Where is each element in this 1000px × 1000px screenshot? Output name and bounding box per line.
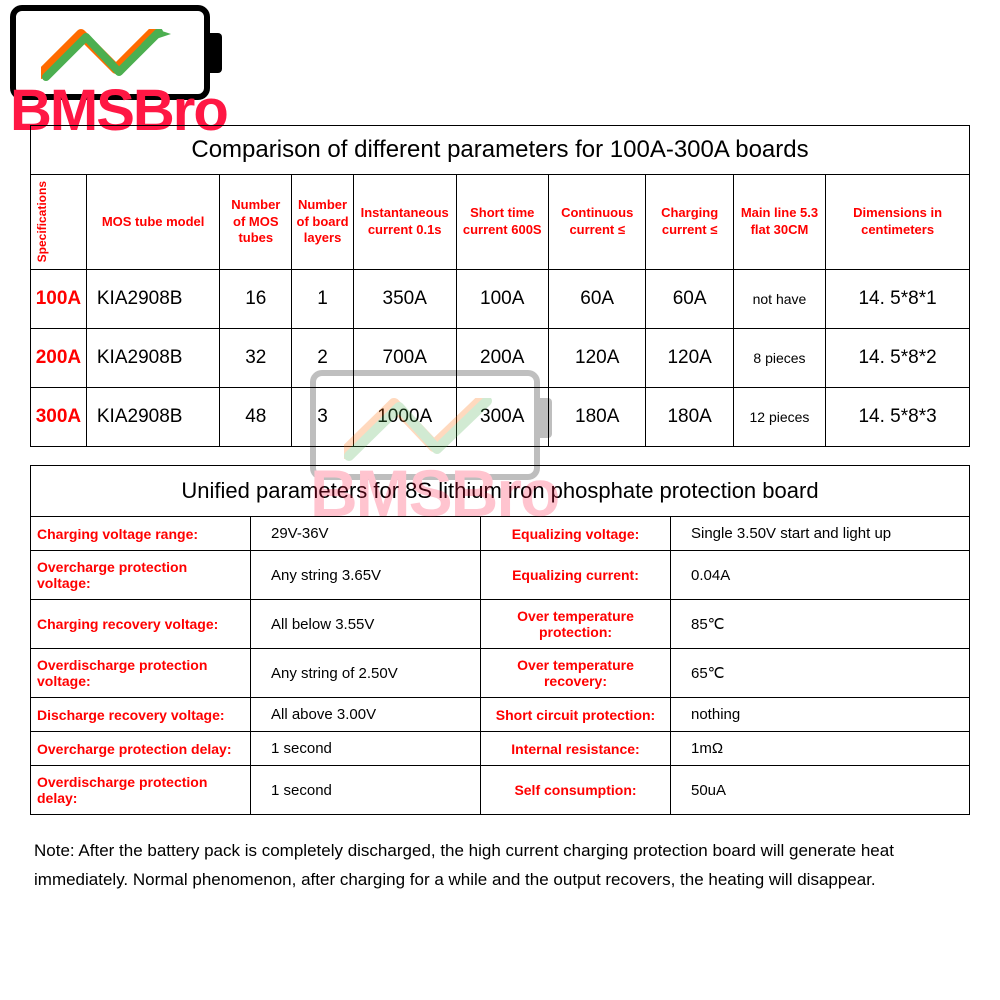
param-label: Internal resistance: <box>481 732 671 766</box>
col-spec: Specifications <box>35 181 51 262</box>
table1-title: Comparison of different parameters for 1… <box>31 126 970 175</box>
param-value: 1 second <box>251 732 481 766</box>
note-text: Note: After the battery pack is complete… <box>30 837 970 895</box>
param-value: All above 3.00V <box>251 698 481 732</box>
content-area: Comparison of different parameters for 1… <box>30 125 970 895</box>
param-value: All below 3.55V <box>251 600 481 649</box>
param-value: 50uA <box>671 766 970 815</box>
param-label: Charging recovery voltage: <box>31 600 251 649</box>
param-value: 0.04A <box>671 551 970 600</box>
col-mos-model: MOS tube model <box>86 175 219 270</box>
table1-header-row: Specifications MOS tube model Number of … <box>31 175 970 270</box>
col-inst-current: Instantaneous current 0.1s <box>353 175 456 270</box>
param-value: 29V-36V <box>251 517 481 551</box>
col-layers: Number of board layers <box>292 175 354 270</box>
col-cont-current: Continuous current ≤ <box>548 175 646 270</box>
col-mos-count: Number of MOS tubes <box>220 175 292 270</box>
table2-title: Unified parameters for 8S lithium iron p… <box>31 466 970 517</box>
col-short-current: Short time current 600S <box>456 175 548 270</box>
param-label: Overdischarge protection voltage: <box>31 649 251 698</box>
param-value: 85℃ <box>671 600 970 649</box>
param-value: 1 second <box>251 766 481 815</box>
brand-logo: BMSBro <box>10 5 210 100</box>
param-value: Any string of 2.50V <box>251 649 481 698</box>
param-label: Short circuit protection: <box>481 698 671 732</box>
param-label: Over temperature protection: <box>481 600 671 649</box>
param-label: Equalizing voltage: <box>481 517 671 551</box>
table-row: 100A KIA2908B 16 1 350A 100A 60A 60A not… <box>31 270 970 329</box>
col-dimensions: Dimensions in centimeters <box>826 175 970 270</box>
param-value: Any string 3.65V <box>251 551 481 600</box>
lightning-icon <box>41 29 191 84</box>
col-charge-current: Charging current ≤ <box>646 175 733 270</box>
unified-params-table: Unified parameters for 8S lithium iron p… <box>30 465 970 815</box>
param-label: Overcharge protection voltage: <box>31 551 251 600</box>
comparison-table: Comparison of different parameters for 1… <box>30 125 970 447</box>
param-value: Single 3.50V start and light up <box>671 517 970 551</box>
param-label: Over temperature recovery: <box>481 649 671 698</box>
param-value: 1mΩ <box>671 732 970 766</box>
param-label: Charging voltage range: <box>31 517 251 551</box>
param-value: nothing <box>671 698 970 732</box>
param-label: Overdischarge protection delay: <box>31 766 251 815</box>
param-value: 65℃ <box>671 649 970 698</box>
param-label: Discharge recovery voltage: <box>31 698 251 732</box>
col-main-line: Main line 5.3 flat 30CM <box>733 175 825 270</box>
param-label: Overcharge protection delay: <box>31 732 251 766</box>
table-row: 300A KIA2908B 48 3 1000A 300A 180A 180A … <box>31 388 970 447</box>
param-label: Equalizing current: <box>481 551 671 600</box>
param-label: Self consumption: <box>481 766 671 815</box>
table-row: 200A KIA2908B 32 2 700A 200A 120A 120A 8… <box>31 329 970 388</box>
